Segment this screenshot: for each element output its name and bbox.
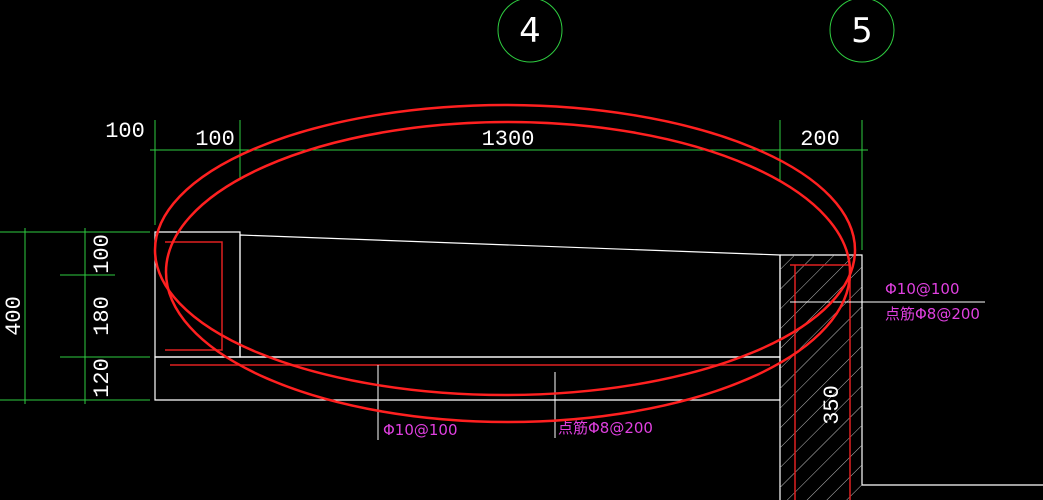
axis-label: 4 bbox=[519, 11, 541, 51]
section bbox=[154, 231, 1043, 500]
dimension: 400 bbox=[2, 296, 27, 336]
dimension: 100 bbox=[105, 119, 145, 144]
dimension: 100 bbox=[90, 234, 115, 274]
rebar-note: 点筋Φ8@200 bbox=[885, 305, 980, 323]
dimension: 200 bbox=[800, 127, 840, 152]
dimension: 350 bbox=[820, 385, 845, 425]
rebar-note: Φ10@100 bbox=[885, 280, 960, 298]
dimension: 100 bbox=[195, 127, 235, 152]
rebar-note: Φ10@100 bbox=[383, 421, 458, 439]
markup-ellipse bbox=[153, 103, 857, 424]
dimension: 1300 bbox=[482, 127, 535, 152]
rebar-note: 点筋Φ8@200 bbox=[558, 419, 653, 437]
dimension-lines bbox=[0, 120, 868, 404]
dimension: 180 bbox=[90, 296, 115, 336]
dimension: 120 bbox=[90, 358, 115, 398]
axes: 4 5 bbox=[497, 0, 895, 63]
axis-label: 5 bbox=[851, 11, 873, 51]
